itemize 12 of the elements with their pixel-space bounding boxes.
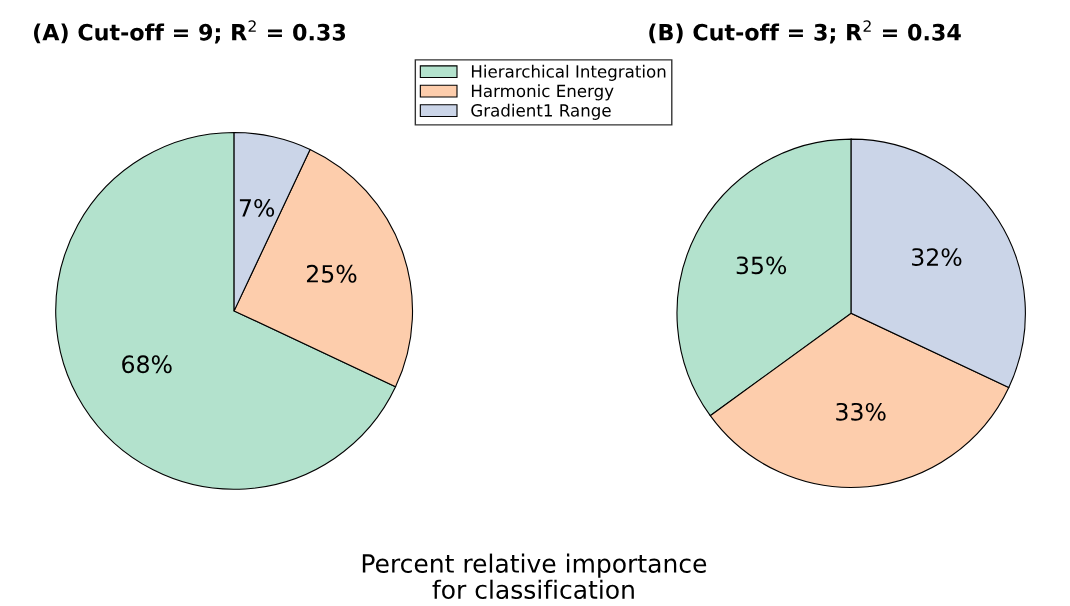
chart-title: (B) Cut-off = 3; R$^{2}$ = 0.34 <box>649 20 961 44</box>
legend-label: Hierarchical Integration <box>471 64 666 81</box>
legend-label: Gradient1 Range <box>471 103 611 120</box>
data-label: 25% <box>306 264 357 283</box>
data-label: 35% <box>736 256 787 275</box>
legend-label: Harmonic Energy <box>471 84 614 101</box>
data-label: 32% <box>912 248 962 267</box>
chart-title: (A) Cut-off = 9; R$^{2}$ = 0.33 <box>34 20 346 44</box>
data-label: 7% <box>239 198 275 217</box>
data-label: 33% <box>836 402 886 421</box>
text: Percent relative importance for classification <box>362 553 707 600</box>
data-label: 68% <box>122 355 172 374</box>
